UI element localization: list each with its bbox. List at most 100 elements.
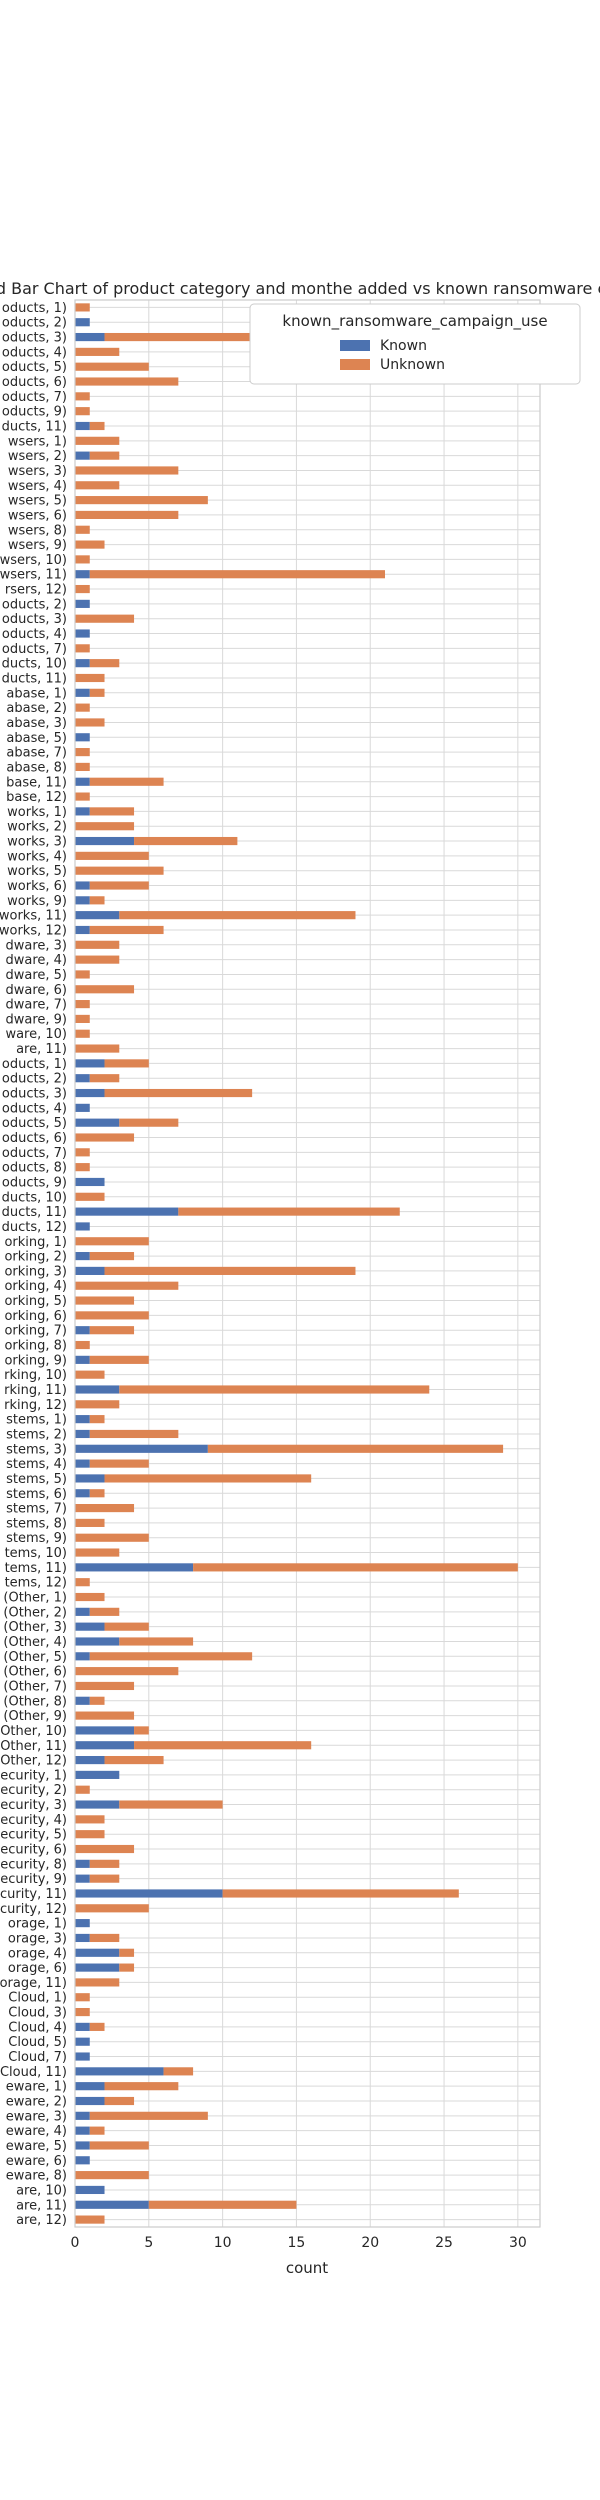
bar-unknown-33 xyxy=(134,1726,149,1735)
bar-known-60 xyxy=(75,1326,90,1335)
bar-known-33 xyxy=(75,1726,135,1735)
bar-unknown-73 xyxy=(75,1133,135,1142)
y-tick-label: base, 12) xyxy=(6,790,67,805)
bar-unknown-82 xyxy=(75,1000,90,1009)
bar-unknown-123 xyxy=(75,392,90,401)
bar-known-9 xyxy=(75,2082,105,2091)
legend-swatch-known xyxy=(340,340,370,351)
y-tick-label: orking, 9) xyxy=(4,1353,67,1368)
y-tick-label: works, 6) xyxy=(7,879,67,894)
y-tick-label: oducts, 2) xyxy=(2,597,67,612)
bar-unknown-66 xyxy=(75,1237,149,1246)
bar-known-103 xyxy=(75,688,90,697)
y-tick-label: eware, 8) xyxy=(6,2169,67,2184)
bar-unknown-76 xyxy=(104,1088,253,1098)
y-tick-label: orage, 4) xyxy=(8,1946,67,1961)
bar-unknown-126 xyxy=(75,347,120,356)
bar-unknown-44 xyxy=(193,1563,518,1572)
bar-known-107 xyxy=(75,629,90,638)
y-tick-label: oducts, 2) xyxy=(2,1072,67,1087)
bar-known-5 xyxy=(75,2141,90,2150)
y-tick-label: dware, 7) xyxy=(5,998,67,1013)
bar-known-100 xyxy=(75,733,90,742)
bar-known-128 xyxy=(75,318,90,327)
bar-unknown-81 xyxy=(75,1014,90,1023)
bar-unknown-43 xyxy=(75,1578,90,1587)
bar-known-40 xyxy=(75,1622,105,1631)
bar-known-68 xyxy=(75,1207,179,1216)
bar-unknown-0 xyxy=(75,2215,105,2224)
y-tick-label: eware, 3) xyxy=(6,2109,67,2124)
bar-unknown-59 xyxy=(75,1340,90,1350)
y-tick-label: dware, 5) xyxy=(5,968,67,983)
y-tick-label: ecurity, 1) xyxy=(0,1768,67,1783)
bar-known-2 xyxy=(75,2185,105,2195)
bar-unknown-93 xyxy=(134,836,238,846)
bar-unknown-7 xyxy=(89,2111,208,2120)
bar-unknown-74 xyxy=(119,1118,179,1127)
bar-known-127 xyxy=(75,332,105,342)
bar-unknown-79 xyxy=(75,1044,120,1053)
y-tick-label: abase, 5) xyxy=(6,731,67,746)
bar-unknown-52 xyxy=(207,1444,504,1453)
y-tick-label: are, 11) xyxy=(16,2198,67,2213)
y-tick-label: (Other, 9) xyxy=(3,1709,67,1724)
legend: known_ransomware_campaign_use Known Unkn… xyxy=(249,303,581,385)
bar-known-90 xyxy=(75,881,90,890)
y-tick-label: stems, 6) xyxy=(6,1487,67,1502)
bar-known-67 xyxy=(75,1222,90,1231)
y-tick-label: abase, 3) xyxy=(6,716,67,731)
bar-known-18 xyxy=(75,1948,120,1957)
bar-unknown-104 xyxy=(75,673,105,683)
bar-unknown-58 xyxy=(89,1355,149,1364)
bar-unknown-77 xyxy=(89,1074,120,1083)
bar-unknown-63 xyxy=(75,1281,179,1290)
bar-unknown-72 xyxy=(75,1148,90,1157)
bar-unknown-55 xyxy=(75,1400,120,1409)
bar-unknown-45 xyxy=(75,1548,120,1557)
y-tick-label: orking, 1) xyxy=(4,1235,67,1250)
y-tick-label: oducts, 8) xyxy=(2,1161,67,1176)
y-tick-label: (Other, 3) xyxy=(3,1620,67,1635)
bar-unknown-96 xyxy=(75,792,90,801)
y-tick-label: wsers, 4) xyxy=(8,479,67,494)
bar-unknown-62 xyxy=(75,1296,135,1305)
y-tick-label: (Other, 6) xyxy=(3,1665,67,1680)
bar-unknown-49 xyxy=(89,1489,105,1498)
bar-unknown-19 xyxy=(89,1933,120,1943)
bar-known-8 xyxy=(75,2096,105,2106)
bar-unknown-1 xyxy=(148,2200,297,2209)
bar-known-97 xyxy=(75,777,90,786)
bar-unknown-23 xyxy=(89,1874,120,1883)
bar-unknown-13 xyxy=(89,2022,105,2031)
y-tick-label: orking, 3) xyxy=(4,1264,67,1279)
y-tick-label: ecurity, 3) xyxy=(0,1798,67,1813)
y-tick-label: Cloud, 4) xyxy=(8,2020,67,2035)
y-tick-label: eware, 5) xyxy=(6,2139,67,2154)
y-tick-label: orking, 4) xyxy=(4,1279,67,1294)
y-tick-label: curity, 11) xyxy=(0,1887,67,1902)
bar-known-11 xyxy=(75,2052,90,2061)
bar-unknown-32 xyxy=(134,1741,312,1750)
bar-known-76 xyxy=(75,1088,105,1098)
bar-known-53 xyxy=(75,1429,90,1439)
bar-unknown-54 xyxy=(89,1415,105,1424)
y-tick-label: ducts, 12) xyxy=(2,1220,67,1235)
bar-unknown-56 xyxy=(119,1385,430,1394)
y-tick-label: Cloud, 11) xyxy=(0,2065,67,2080)
bar-known-65 xyxy=(75,1252,90,1261)
y-tick-label: oducts, 5) xyxy=(2,1116,67,1131)
y-tick-label: rsers, 12) xyxy=(5,583,67,598)
bar-unknown-9 xyxy=(104,2082,179,2091)
y-tick-label: are, 11) xyxy=(16,1042,67,1057)
y-tick-label: Cloud, 7) xyxy=(8,2050,67,2065)
y-tick-label: abase, 2) xyxy=(6,701,67,716)
bar-unknown-27 xyxy=(75,1815,105,1824)
bar-unknown-114 xyxy=(75,525,90,534)
y-tick-label: wsers, 2) xyxy=(8,449,67,464)
x-tick-label: 25 xyxy=(435,2235,453,2251)
y-tick-label: stems, 5) xyxy=(6,1472,67,1487)
bar-unknown-8 xyxy=(104,2096,135,2106)
y-tick-label: oducts, 4) xyxy=(2,627,67,642)
bar-known-105 xyxy=(75,659,90,668)
